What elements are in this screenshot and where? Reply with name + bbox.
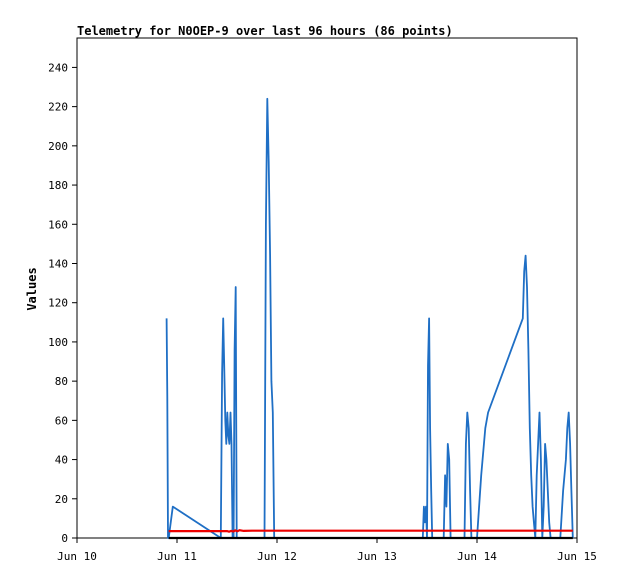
y-tick-label: 180 [48, 179, 68, 192]
series-line-2 [168, 529, 573, 533]
x-tick-label: Jun 13 [357, 550, 397, 563]
y-tick-label: 0 [61, 532, 68, 545]
y-tick-label: 240 [48, 61, 68, 74]
y-tick-label: 140 [48, 257, 68, 270]
y-tick-label: 60 [55, 414, 68, 427]
y-tick-label: 200 [48, 140, 68, 153]
y-tick-label: 120 [48, 297, 68, 310]
y-axis: 0 20 40 60 80 100 120 140 160 180 200 220 240 [48, 61, 77, 545]
y-axis-label: Values [25, 267, 39, 310]
chart-title: Telemetry for N0OEP-9 over last 96 hours… [77, 24, 453, 38]
x-tick-label: Jun 15 [557, 550, 597, 563]
x-axis: Jun 10 Jun 11 Jun 12 Jun 13 Jun 14 Jun 15 [57, 538, 597, 563]
series-layer [165, 97, 574, 540]
y-tick-label: 160 [48, 218, 68, 231]
x-tick-label: Jun 14 [457, 550, 497, 563]
y-tick-label: 20 [55, 493, 68, 506]
x-tick-label: Jun 11 [157, 550, 197, 563]
y-tick-label: 40 [55, 454, 68, 467]
x-tick-label: Jun 10 [57, 550, 97, 563]
y-tick-label: 80 [55, 375, 68, 388]
x-tick-label: Jun 12 [257, 550, 297, 563]
y-tick-label: 220 [48, 101, 68, 114]
y-tick-label: 100 [48, 336, 68, 349]
